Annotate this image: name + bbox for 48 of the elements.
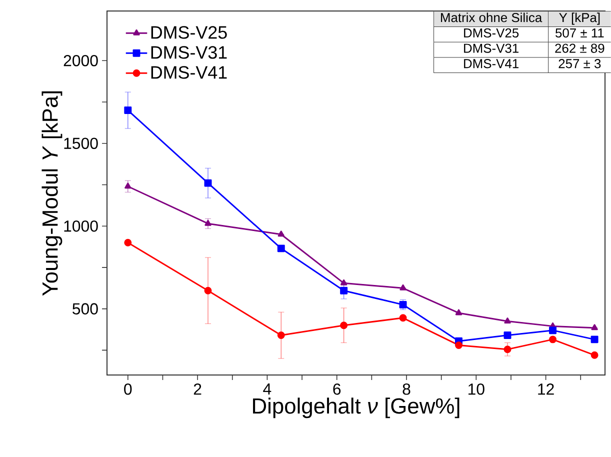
- x-tick-label: 0: [124, 384, 132, 395]
- y-tick-label: 1500: [64, 138, 98, 150]
- point: [124, 238, 132, 246]
- annotation: DMS-V25: [464, 28, 519, 38]
- point: [504, 317, 511, 324]
- annotation: DMS-V31: [464, 44, 518, 53]
- point: [549, 326, 557, 334]
- point: [204, 220, 212, 226]
- point: [504, 332, 512, 340]
- point: [504, 346, 512, 354]
- x-tick-label: 12: [538, 384, 554, 395]
- point: [591, 324, 598, 330]
- legend-label: DMS-V25: [151, 26, 227, 39]
- point: [204, 286, 212, 294]
- point: [549, 336, 557, 344]
- point: [340, 322, 348, 330]
- x-tick-label: 4: [263, 384, 272, 394]
- annotation: 507 ± 11: [556, 28, 604, 38]
- y-axis-title: Young-Modul Y [kPa]: [42, 91, 62, 296]
- x-tick-label: 10: [468, 384, 484, 395]
- point: [278, 230, 284, 237]
- legend-label: DMS-V41: [151, 66, 227, 79]
- x-tick-label: 8: [402, 384, 410, 395]
- point: [124, 182, 132, 189]
- point: [277, 332, 285, 340]
- annotation: DMS-V41: [464, 59, 518, 68]
- legend-label: DMS-V31: [151, 46, 227, 59]
- point: [399, 314, 407, 322]
- x-axis-title: Dipolgehalt ν [Gew%]: [253, 398, 460, 418]
- annotation: Y [kPa]: [559, 12, 600, 25]
- point: [455, 341, 462, 349]
- annotation: 262 ± 89: [555, 44, 604, 53]
- annotation: 257 ± 3: [558, 59, 601, 68]
- y-tick-label: 1000: [64, 220, 98, 232]
- point: [340, 279, 348, 286]
- point: [277, 244, 285, 252]
- point: [455, 309, 462, 316]
- point: [400, 284, 406, 290]
- annotation: Matrix ohne Silica: [441, 12, 542, 22]
- point: [340, 286, 348, 294]
- point: [204, 179, 212, 187]
- point: [590, 336, 598, 344]
- y-tick-label: 2000: [64, 54, 98, 66]
- x-tick-label: 2: [194, 384, 202, 395]
- point: [124, 106, 132, 114]
- x-tick-label: 6: [333, 384, 341, 395]
- y-tick-label: 500: [72, 303, 98, 314]
- point: [590, 351, 598, 359]
